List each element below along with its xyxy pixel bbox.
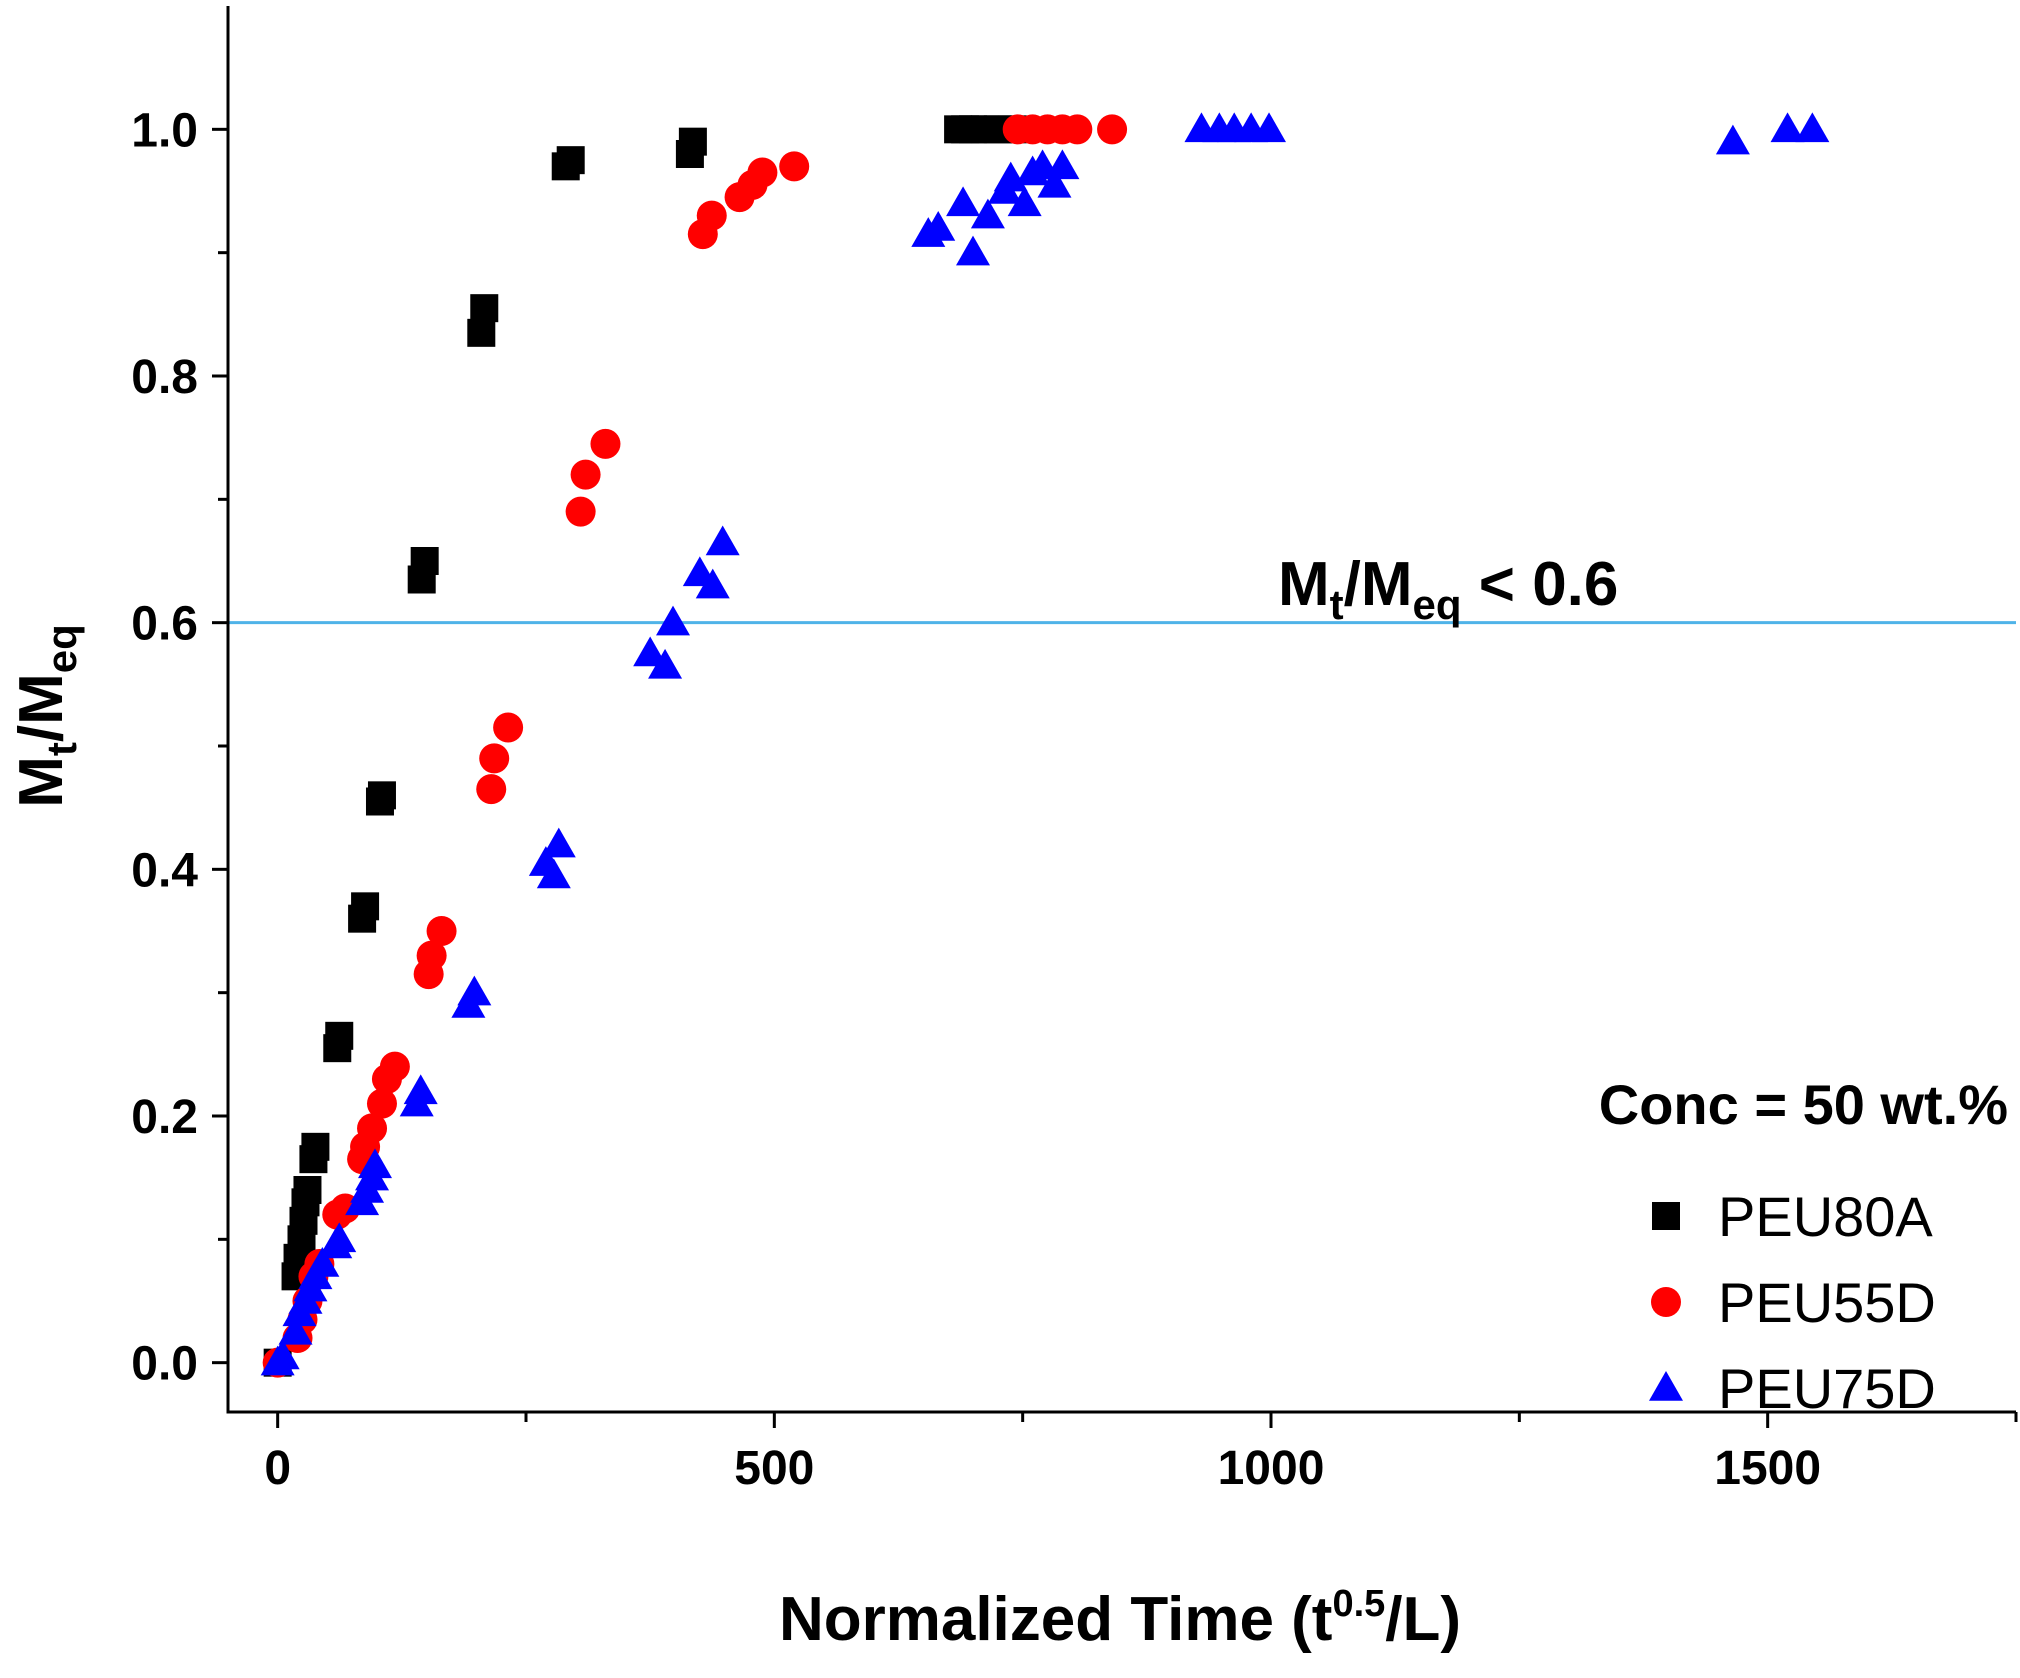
y-tick-label: 0.4	[131, 844, 198, 897]
data-point-peu80a	[556, 146, 585, 175]
x-tick-label: 500	[734, 1442, 814, 1495]
data-point-peu55d	[747, 157, 778, 188]
data-point-peu75d	[278, 1314, 313, 1345]
data-point-peu75d	[358, 1148, 393, 1179]
data-point-peu75d	[1045, 149, 1080, 180]
data-point-peu80a	[325, 1021, 354, 1050]
data-point-peu55d	[1062, 114, 1093, 145]
data-point-peu75d	[1770, 112, 1805, 143]
x-tick-label: 1000	[1218, 1442, 1325, 1495]
data-point-peu80a	[293, 1176, 322, 1204]
data-point-peu75d	[1037, 167, 1072, 198]
x-axis-title: Normalized Time (t0.5/L)	[779, 1583, 1461, 1654]
data-point-peu55d	[476, 774, 507, 805]
data-point-peu55d	[779, 151, 810, 182]
data-point-peu75d	[1252, 112, 1287, 143]
data-point-peu80a	[470, 294, 499, 323]
legend-marker-peu55d	[1651, 1287, 1681, 1317]
data-point-peu75d	[322, 1222, 357, 1253]
data-point-peu75d	[656, 605, 691, 636]
data-point-peu55d	[493, 712, 524, 743]
legend-label-peu75d: PEU75D	[1718, 1357, 1936, 1420]
data-point-peu75d	[541, 827, 576, 858]
y-tick-label: 0.0	[131, 1338, 198, 1391]
series-peu80a	[263, 115, 1027, 1377]
data-point-peu55d	[379, 1051, 410, 1082]
data-point-peu55d	[696, 200, 727, 231]
data-point-peu80a	[410, 547, 439, 575]
y-tick-label: 1.0	[131, 104, 198, 157]
data-point-peu55d	[570, 459, 601, 490]
legend-entries: PEU80A PEU55D PEU75D	[1649, 1185, 1936, 1420]
data-point-peu80a	[367, 781, 396, 810]
data-point-peu55d	[565, 496, 596, 527]
series-peu55d	[262, 114, 1128, 1378]
data-point-peu80a	[351, 892, 380, 921]
data-points-layer	[260, 112, 1830, 1378]
legend-label-peu55d: PEU55D	[1718, 1271, 1936, 1334]
data-point-peu55d	[426, 916, 457, 946]
y-tick-label: 0.6	[131, 598, 198, 651]
data-point-peu75d	[695, 568, 730, 599]
tick-labels: 0 500 1000 1500 0.0 0.2 0.4 0.6 0.8 1.0	[131, 104, 1821, 1495]
data-point-peu75d	[403, 1074, 438, 1105]
data-point-peu55d	[416, 940, 447, 971]
legend: Conc = 50 wt.% PEU80A PEU55D PEU75D	[1599, 1073, 2008, 1420]
data-point-peu75d	[705, 525, 740, 556]
data-point-peu80a	[678, 127, 707, 156]
legend-label-peu80a: PEU80A	[1718, 1185, 1933, 1248]
data-point-peu55d	[479, 743, 510, 774]
x-tick-label: 0	[264, 1442, 291, 1495]
data-point-peu75d	[946, 186, 981, 217]
data-point-peu80a	[467, 318, 496, 347]
data-point-peu75d	[305, 1247, 340, 1277]
legend-title: Conc = 50 wt.%	[1599, 1073, 2008, 1136]
legend-marker-peu80a	[1652, 1202, 1680, 1230]
series-peu75d	[260, 112, 1830, 1376]
y-tick-label: 0.8	[131, 351, 198, 404]
data-point-peu75d	[1007, 186, 1042, 217]
legend-marker-peu75d	[1649, 1371, 1683, 1401]
data-point-peu80a	[301, 1132, 330, 1161]
x-tick-label: 1500	[1714, 1442, 1821, 1495]
data-point-peu75d	[265, 1339, 300, 1370]
data-point-peu75d	[956, 235, 990, 266]
axes	[212, 6, 2018, 1428]
data-point-peu55d	[357, 1113, 388, 1144]
y-axis-title: Mt/Meq	[7, 624, 85, 808]
data-point-peu75d	[536, 858, 571, 889]
data-point-peu75d	[457, 975, 492, 1006]
data-point-peu55d	[1097, 114, 1128, 145]
data-point-peu75d	[921, 211, 956, 241]
data-point-peu75d	[1715, 124, 1750, 155]
data-point-peu75d	[648, 648, 683, 679]
data-point-peu75d	[1795, 112, 1830, 143]
data-point-peu55d	[590, 428, 621, 459]
data-point-peu55d	[366, 1088, 397, 1119]
data-point-peu75d	[970, 198, 1005, 229]
data-point-peu75d	[633, 636, 668, 667]
y-tick-label: 0.2	[131, 1091, 198, 1144]
threshold-annotation: Mt/Meq < 0.6	[1278, 550, 1618, 628]
